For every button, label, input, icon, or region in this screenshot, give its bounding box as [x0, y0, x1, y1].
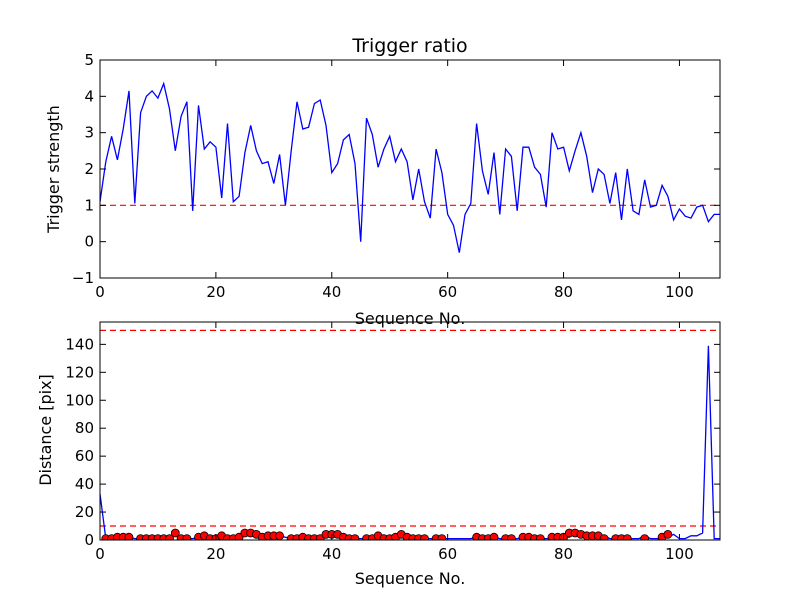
- data-point: [599, 534, 609, 540]
- data-point: [640, 534, 650, 540]
- x-axis-label: Sequence No.: [355, 309, 466, 328]
- y-axis-label: Trigger strength: [44, 105, 63, 234]
- data-point: [535, 534, 545, 540]
- plot-area: [100, 81, 720, 253]
- y-tick-label: 140: [65, 335, 94, 353]
- x-tick-label: 80: [554, 545, 573, 563]
- y-tick-label: 0: [84, 233, 94, 251]
- data-point: [165, 534, 174, 540]
- y-tick-label: 100: [65, 391, 94, 409]
- series-line: [100, 345, 720, 540]
- x-axis-label: Sequence No.: [355, 569, 466, 588]
- data-point: [420, 534, 429, 540]
- x-tick-label: 20: [206, 545, 225, 563]
- x-tick-label: 40: [322, 545, 341, 563]
- data-point: [350, 534, 360, 540]
- x-tick-label: 20: [206, 283, 225, 301]
- y-tick-label: 40: [75, 475, 94, 493]
- data-point: [124, 532, 134, 540]
- x-tick-label: 60: [438, 545, 457, 563]
- y-tick-label: 80: [75, 419, 94, 437]
- y-tick-label: 60: [75, 447, 94, 465]
- y-tick-label: 0: [84, 531, 94, 549]
- data-point: [622, 534, 632, 540]
- x-tick-label: 0: [95, 283, 105, 301]
- x-tick-label: 0: [95, 545, 105, 563]
- plot-frame: [99, 321, 721, 541]
- y-tick-label: 4: [84, 87, 94, 105]
- data-point: [182, 534, 192, 540]
- x-tick-label: 100: [665, 283, 694, 301]
- x-tick-label: 80: [554, 283, 573, 301]
- y-tick-label: 3: [84, 124, 94, 142]
- data-point: [489, 532, 499, 540]
- series-line: [100, 81, 720, 253]
- y-axis-label: Distance [pix]: [36, 374, 55, 486]
- y-tick-label: 5: [84, 51, 94, 69]
- chart-title: Trigger ratio: [351, 35, 467, 57]
- x-tick-label: 40: [322, 283, 341, 301]
- x-tick-label: 60: [438, 283, 457, 301]
- data-point: [275, 531, 285, 540]
- y-tick-label: 120: [65, 363, 94, 381]
- data-point: [170, 528, 180, 538]
- y-tick-label: 2: [84, 160, 94, 178]
- y-tick-label: 1: [84, 196, 94, 214]
- axes: 0 20 40 60 80 100 0 20 40 60 80 100 120 140: [65, 321, 721, 563]
- plot-area: [100, 329, 720, 540]
- data-point: [507, 534, 516, 540]
- y-tick-label: 20: [75, 503, 94, 521]
- x-tick-label: 100: [665, 545, 694, 563]
- data-point: [437, 534, 447, 540]
- y-tick-label: −1: [72, 269, 94, 287]
- distance-chart: 0 20 40 60 80 100 0 20 40 60 80 100 120 140 Sequence …: [36, 321, 721, 588]
- data-point: [663, 530, 673, 539]
